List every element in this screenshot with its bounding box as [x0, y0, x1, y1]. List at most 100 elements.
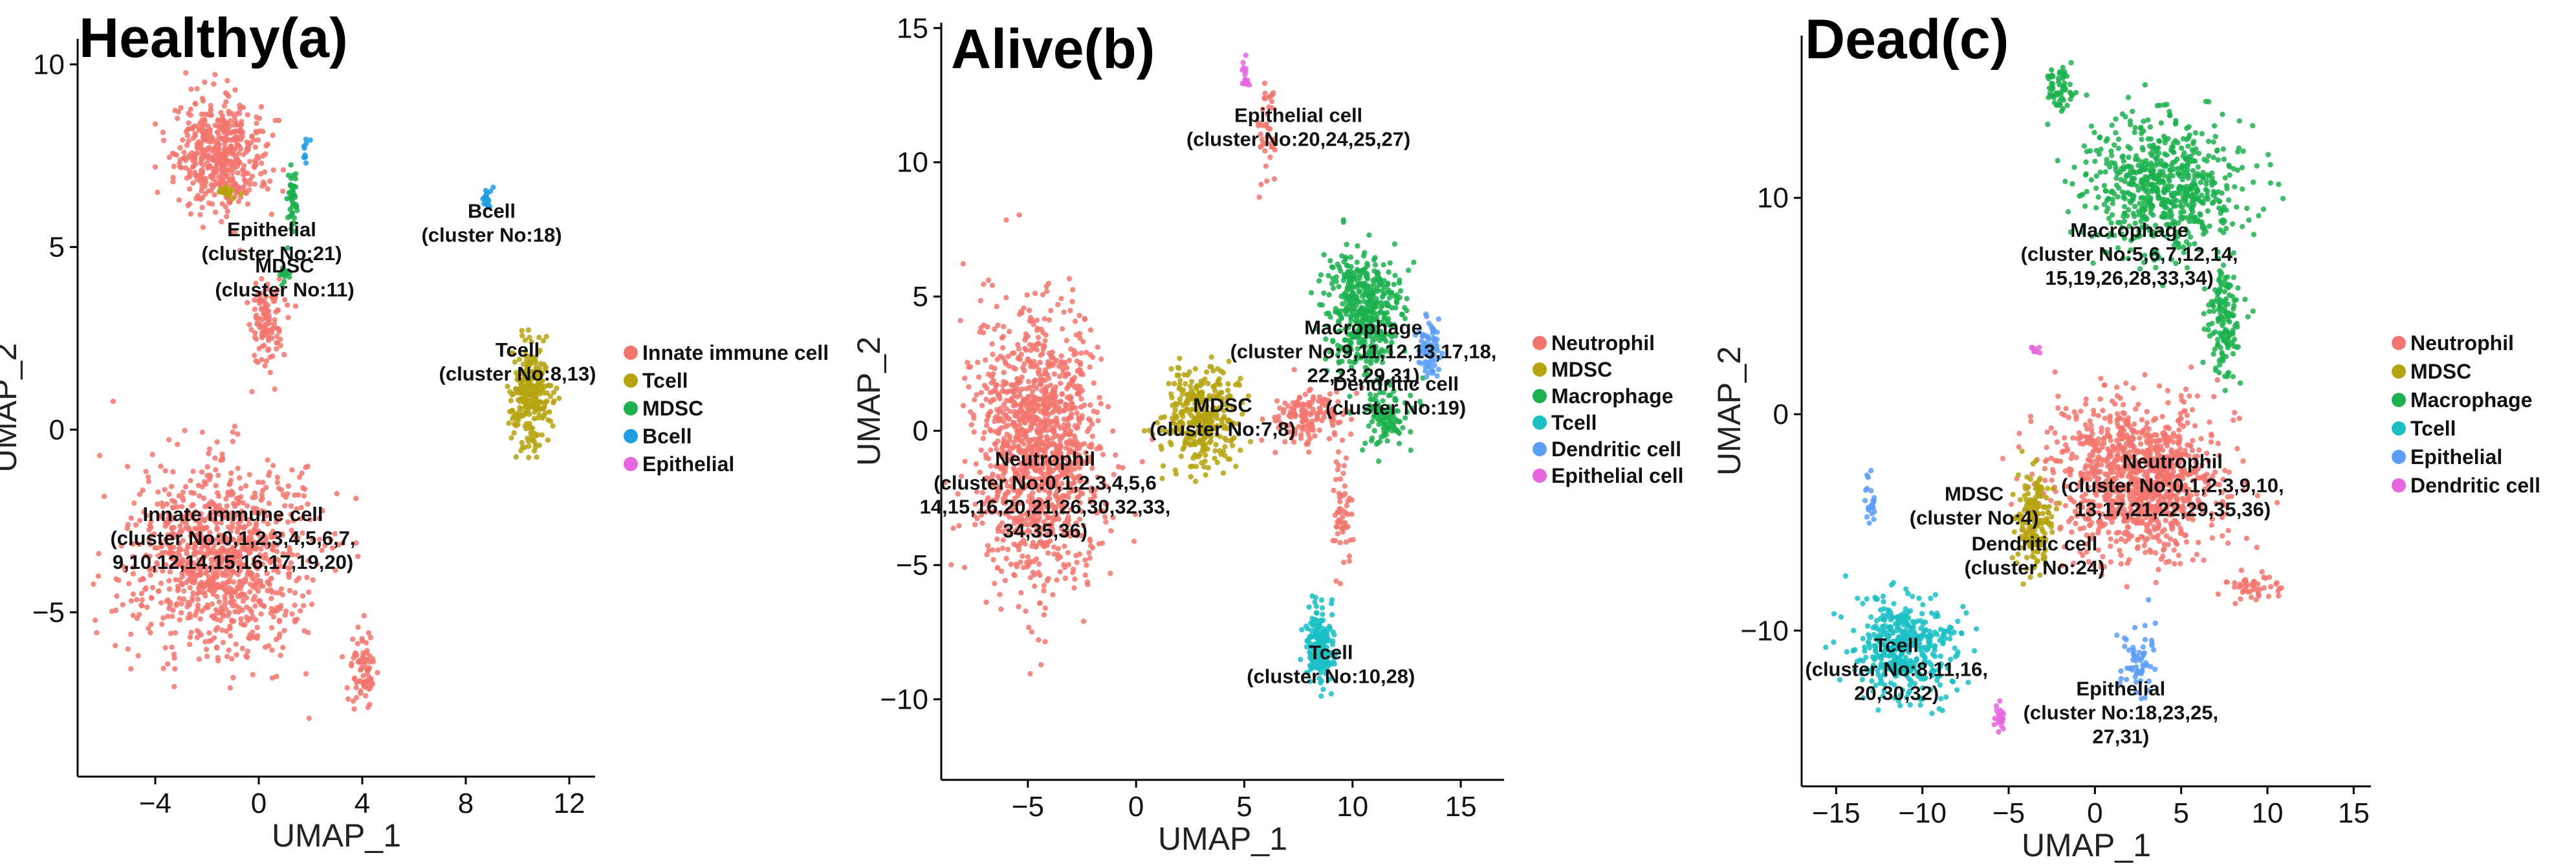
data-point: [1220, 470, 1227, 476]
data-point: [983, 455, 989, 461]
data-point: [506, 420, 512, 426]
data-point: [1168, 441, 1174, 448]
data-point: [992, 419, 998, 425]
data-point: [1062, 543, 1067, 549]
cluster-annotation: Epithelial cell: [1234, 104, 1362, 127]
data-point: [355, 641, 361, 647]
data-point: [551, 398, 557, 404]
data-point: [1355, 243, 1360, 249]
data-point: [250, 614, 256, 619]
data-point: [997, 592, 1003, 597]
data-point: [1368, 283, 1373, 289]
data-point: [995, 391, 1001, 397]
data-point: [227, 137, 234, 143]
data-point: [1213, 441, 1219, 448]
data-point: [334, 491, 340, 496]
data-point: [1069, 401, 1075, 407]
data-point: [536, 404, 541, 410]
data-point: [167, 569, 173, 575]
data-point: [247, 159, 253, 164]
data-point: [258, 104, 265, 110]
data-point: [529, 396, 535, 402]
data-point: [1041, 588, 1047, 594]
data-point: [147, 542, 153, 548]
data-point: [1026, 307, 1032, 313]
data-point: [365, 667, 371, 673]
data-point: [1369, 419, 1375, 425]
data-point: [223, 496, 229, 502]
data-point: [179, 601, 184, 607]
data-point: [246, 322, 252, 327]
data-point: [186, 186, 193, 192]
data-point: [240, 578, 246, 584]
data-point: [1326, 623, 1333, 630]
data-point: [1330, 538, 1336, 544]
data-point: [250, 672, 256, 678]
data-point: [210, 157, 217, 164]
data-point: [1379, 287, 1386, 294]
data-point: [170, 607, 176, 613]
data-point: [177, 617, 182, 623]
data-point: [287, 206, 293, 212]
data-point: [511, 430, 517, 436]
data-point: [160, 129, 166, 135]
data-point: [192, 151, 199, 157]
data-point: [129, 554, 136, 560]
data-point: [1225, 388, 1231, 393]
data-point: [274, 340, 279, 346]
x-tick-label: 12: [554, 788, 585, 819]
data-point: [245, 617, 251, 623]
data-point: [1344, 241, 1349, 247]
data-point: [245, 201, 251, 207]
data-point: [1194, 454, 1200, 460]
data-point: [288, 162, 294, 168]
data-point: [234, 111, 240, 116]
data-point: [244, 654, 250, 660]
data-point: [1095, 409, 1100, 415]
data-point: [241, 162, 247, 169]
data-point: [166, 586, 173, 592]
data-point: [965, 359, 970, 366]
data-point: [1065, 549, 1071, 556]
data-point: [212, 209, 219, 216]
data-point: [146, 478, 151, 485]
data-point: [255, 480, 261, 485]
data-point: [1086, 549, 1092, 556]
data-point: [1022, 420, 1028, 426]
data-point: [190, 180, 196, 186]
y-tick-label: −10: [880, 684, 928, 716]
data-point: [1296, 395, 1303, 401]
data-point: [212, 455, 218, 461]
data-point: [519, 327, 525, 334]
x-tick-label: −5: [1012, 791, 1044, 823]
data-point: [1003, 294, 1009, 300]
legend-swatch: [624, 373, 638, 388]
data-point: [1342, 483, 1348, 489]
data-point: [1359, 293, 1366, 300]
data-point: [1343, 455, 1349, 461]
data-point: [149, 452, 155, 458]
data-point: [1054, 577, 1060, 583]
data-point: [172, 107, 178, 113]
data-point: [128, 631, 134, 637]
legend-label: Epithelial cell: [1551, 464, 1684, 487]
data-point: [190, 590, 196, 596]
data-point: [232, 229, 238, 235]
data-point: [227, 633, 234, 639]
data-point: [1233, 463, 1239, 469]
data-point: [213, 142, 219, 148]
data-point: [285, 519, 291, 525]
cluster-annotation: Neutrophil: [995, 448, 1095, 471]
data-point: [172, 630, 179, 636]
data-point: [1172, 406, 1178, 413]
data-point: [173, 577, 179, 582]
data-point: [977, 298, 984, 304]
data-point: [1309, 628, 1315, 634]
data-point: [228, 568, 234, 573]
data-point: [239, 129, 246, 135]
data-point: [355, 553, 361, 559]
data-point: [202, 179, 209, 185]
data-point: [282, 503, 288, 509]
data-point: [1336, 462, 1342, 469]
data-point: [1108, 570, 1113, 577]
